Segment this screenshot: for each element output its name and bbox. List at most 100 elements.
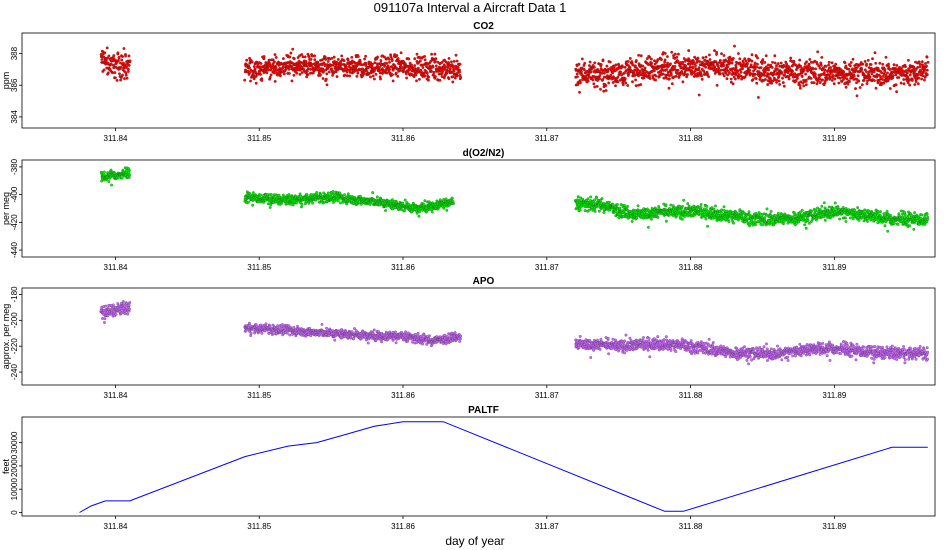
o2n2-point [885,209,889,213]
co2-point [865,62,869,66]
co2-point [600,71,604,75]
co2-point [906,58,910,62]
o2n2-point [110,183,114,187]
o2n2-point [343,193,346,197]
co2-point [923,69,927,72]
co2-point [371,74,375,78]
o2n2-point [401,201,405,205]
co2-point [862,78,866,82]
co2-point [755,62,759,66]
co2-point [415,79,418,83]
co2-point [318,73,322,77]
co2-point [407,57,411,61]
co2-point [796,77,799,80]
co2-point [313,54,317,58]
co2-point [828,72,832,76]
co2-point [770,65,774,69]
co2-point [580,57,584,61]
o2n2-point [649,217,653,221]
co2-point [378,65,381,69]
co2-point [355,74,359,78]
co2-point [802,84,806,88]
co2-point [731,56,735,60]
co2-point [741,67,745,71]
o2n2-point [883,224,887,228]
co2-point [894,73,898,77]
co2-point [863,59,867,63]
co2-point [604,89,608,92]
co2-point [451,80,455,84]
apo-point [264,322,268,326]
co2-point [320,63,324,67]
co2-point [438,78,442,82]
co2-point [602,71,606,75]
co2-point [272,60,276,64]
o2n2-point [336,199,340,203]
o2n2-x-tick-label: 311.88 [679,263,703,272]
co2-point [383,55,386,59]
co2-point [697,93,701,97]
co2-point [730,61,734,65]
co2-point [362,72,366,75]
o2n2-x-tick-label: 311.87 [535,263,559,272]
co2-point [771,60,774,64]
co2-point [592,82,596,86]
co2-point [331,63,335,67]
o2n2-point [102,170,106,174]
co2-point [713,49,716,53]
main-title: 091107a Interval a Aircraft Data 1 [374,0,567,15]
o2n2-point [269,203,273,207]
co2-point [300,53,304,56]
co2-point [906,75,910,79]
co2-point [738,57,742,61]
o2n2-point [664,203,668,207]
o2n2-point [722,205,726,209]
co2-point [434,64,438,68]
co2-y-tick-label: 384 [10,110,19,124]
co2-point [829,66,833,69]
co2-point [445,70,449,74]
co2-point [446,66,450,70]
o2n2-point [430,210,434,214]
co2-point [376,55,380,59]
o2n2-point [866,217,870,221]
co2-point [117,55,121,59]
co2-point [390,59,394,63]
co2-point [259,62,263,65]
co2-point [696,56,700,60]
co2-point [100,57,104,61]
o2n2-point [754,211,758,215]
co2-point [374,72,378,76]
o2n2-point [773,214,777,218]
apo-point [128,301,132,304]
co2-point [917,76,921,80]
o2n2-point [838,217,842,221]
co2-point [815,82,819,86]
co2-point [843,61,847,65]
co2-point [425,71,429,75]
co2-point [851,57,855,61]
apo-x-tick-label: 311.85 [247,391,271,400]
co2-point [448,67,452,70]
co2-point [372,77,376,81]
o2n2-point [595,196,599,200]
o2n2-point [452,202,455,205]
co2-point [414,73,418,77]
co2-point [313,58,317,62]
apo-point [120,311,124,315]
co2-point [623,77,627,80]
co2-point [274,66,278,70]
o2n2-point [704,217,708,221]
co2-point [120,58,124,62]
co2-point [423,58,427,62]
co2-point [332,55,336,59]
co2-point [888,87,892,90]
o2n2-point [686,202,690,206]
o2n2-point [359,202,363,206]
co2-point [269,73,273,77]
o2n2-point [578,208,582,212]
co2-point [588,60,592,64]
